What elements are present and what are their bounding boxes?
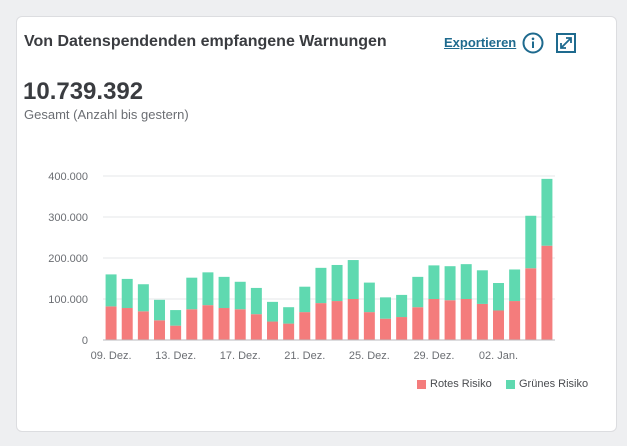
legend-item-red: Rotes Risiko	[417, 378, 492, 390]
bar-red[interactable]	[137, 311, 149, 340]
bar-red[interactable]	[315, 303, 327, 340]
bar-red[interactable]	[525, 268, 537, 340]
y-tick-label: 300.000	[48, 212, 88, 224]
bar-red[interactable]	[541, 245, 553, 340]
bar-green[interactable]	[250, 287, 262, 315]
export-link[interactable]: Exportieren	[444, 35, 517, 50]
bar-red[interactable]	[363, 312, 375, 340]
y-tick-label: 400.000	[48, 171, 88, 183]
bar-red[interactable]	[267, 321, 278, 340]
bar-green[interactable]	[299, 286, 311, 313]
bar-red[interactable]	[170, 325, 182, 340]
bar-green[interactable]	[396, 294, 408, 318]
y-tick-label: 100.000	[48, 294, 88, 306]
x-tick-label: 21. Dez.	[284, 350, 325, 362]
bar-red[interactable]	[380, 318, 391, 340]
bar-red[interactable]	[331, 301, 343, 340]
expand-icon[interactable]	[556, 33, 576, 53]
legend-label-green: Grünes Risiko	[519, 378, 589, 390]
x-tick-label: 29. Dez.	[413, 350, 454, 362]
bar-red[interactable]	[250, 314, 262, 340]
legend-item-green: Grünes Risiko	[506, 378, 588, 390]
bar-green[interactable]	[331, 264, 343, 302]
bar-red[interactable]	[412, 307, 424, 340]
bar-green[interactable]	[428, 265, 440, 299]
legend-label-red: Rotes Risiko	[430, 378, 492, 390]
bar-red[interactable]	[121, 308, 133, 340]
bar-green[interactable]	[347, 260, 359, 299]
x-tick-label: 17. Dez.	[220, 350, 261, 362]
bar-green[interactable]	[170, 310, 182, 326]
bar-red[interactable]	[105, 306, 117, 340]
y-tick-label: 0	[82, 335, 88, 347]
info-icon[interactable]	[522, 32, 544, 54]
bar-green[interactable]	[186, 277, 198, 310]
bar-green[interactable]	[380, 297, 391, 319]
bar-green[interactable]	[460, 264, 472, 299]
bar-green[interactable]	[121, 278, 133, 309]
total-label: Gesamt (Anzahl bis gestern)	[24, 107, 189, 122]
bar-red[interactable]	[396, 317, 408, 340]
bar-red[interactable]	[428, 299, 440, 340]
bar-red[interactable]	[186, 309, 198, 340]
bar-red[interactable]	[347, 299, 359, 340]
legend-swatch-red	[417, 379, 426, 389]
bar-green[interactable]	[137, 284, 149, 312]
bar-green[interactable]	[315, 267, 327, 304]
bar-red[interactable]	[509, 301, 521, 340]
bar-green[interactable]	[283, 307, 295, 324]
bar-red[interactable]	[202, 305, 214, 340]
bar-green[interactable]	[525, 215, 537, 269]
bar-green[interactable]	[363, 282, 375, 313]
bar-red[interactable]	[460, 299, 472, 340]
x-tick-label: 13. Dez.	[155, 350, 196, 362]
x-tick-label: 09. Dez.	[91, 350, 132, 362]
bar-green[interactable]	[509, 269, 521, 302]
bar-green[interactable]	[541, 178, 553, 246]
x-tick-label: 02. Jan.	[479, 350, 518, 362]
bar-green[interactable]	[493, 283, 504, 311]
bar-red[interactable]	[444, 300, 456, 340]
y-tick-label: 200.000	[48, 253, 88, 265]
chart-card	[16, 16, 617, 432]
bar-green[interactable]	[444, 266, 456, 301]
x-tick-label: 25. Dez.	[349, 350, 390, 362]
card-title: Von Datenspendenden empfangene Warnungen	[24, 33, 387, 50]
bar-green[interactable]	[202, 272, 214, 306]
bar-green[interactable]	[154, 299, 165, 321]
bar-red[interactable]	[154, 320, 165, 340]
bar-green[interactable]	[105, 274, 117, 307]
bar-green[interactable]	[267, 301, 278, 322]
bar-green[interactable]	[476, 270, 488, 304]
bar-red[interactable]	[476, 303, 488, 340]
bar-red[interactable]	[234, 309, 246, 340]
bar-green[interactable]	[234, 281, 246, 310]
total-value: 10.739.392	[23, 78, 144, 105]
bar-red[interactable]	[493, 310, 504, 340]
bar-red[interactable]	[283, 323, 295, 340]
bar-green[interactable]	[412, 276, 424, 308]
bar-green[interactable]	[218, 276, 230, 309]
legend-swatch-green	[506, 379, 515, 389]
bar-red[interactable]	[218, 308, 230, 340]
bar-red[interactable]	[299, 312, 311, 340]
